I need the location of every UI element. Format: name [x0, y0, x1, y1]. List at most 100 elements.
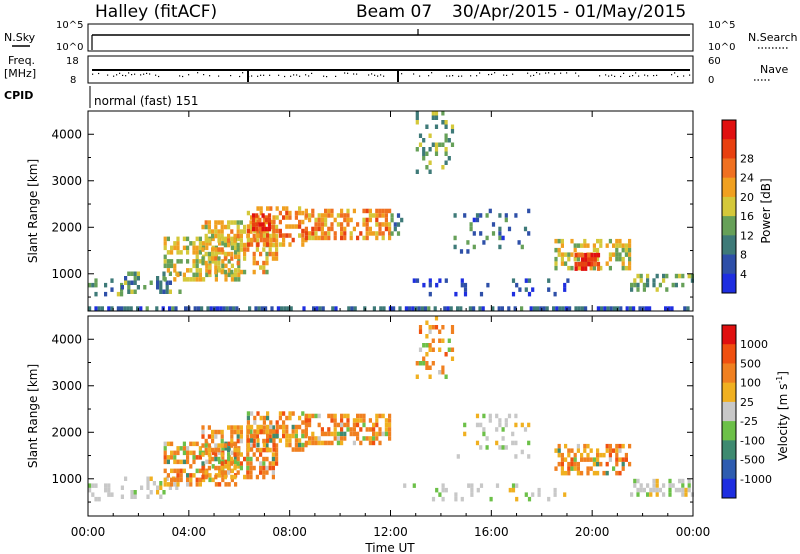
heatmap-cell	[378, 413, 382, 419]
nave-dot	[311, 72, 313, 74]
heatmap-cell	[460, 282, 464, 288]
heatmap-cell	[205, 263, 209, 269]
heatmap-cell	[166, 459, 170, 465]
heatmap-cell	[304, 226, 308, 232]
heatmap-cell	[123, 306, 127, 311]
heatmap-cell	[618, 443, 622, 449]
heatmap-cell	[262, 429, 266, 435]
heatmap-cell	[479, 483, 484, 488]
heatmap-cell	[182, 277, 186, 282]
heatmap-cell	[605, 243, 609, 248]
heatmap-cell	[365, 222, 369, 227]
heatmap-cell	[253, 237, 257, 243]
colorbar-frame	[721, 119, 737, 294]
heatmap-cell	[230, 229, 234, 234]
heatmap-cell	[372, 213, 376, 218]
heatmap-cell	[557, 461, 561, 467]
heatmap-cell	[236, 429, 240, 435]
heatmap-cell	[577, 261, 581, 267]
heatmap-cell	[615, 238, 619, 244]
heatmap-cell	[233, 233, 237, 239]
heatmap-cell	[415, 147, 419, 152]
heatmap-cell	[233, 425, 237, 430]
heatmap-cell	[246, 429, 250, 434]
heatmap-cell	[91, 483, 95, 488]
heatmap-cell	[593, 257, 597, 262]
heatmap-cell	[527, 208, 531, 214]
heatmap-cell	[275, 433, 279, 439]
heatmap-cell	[202, 277, 206, 282]
heatmap-cell	[237, 268, 241, 273]
colorbar-segment	[722, 344, 736, 364]
heatmap-cell	[237, 272, 241, 278]
heatmap-cell	[204, 474, 208, 480]
heatmap-cell	[441, 325, 445, 330]
heatmap-cell	[249, 224, 253, 230]
nave-dot	[131, 74, 133, 76]
heatmap-cell	[251, 213, 256, 218]
colorbar-tick-label: -25	[740, 415, 758, 428]
heatmap-cell	[259, 470, 263, 475]
heatmap-cell	[163, 254, 167, 260]
freq-tick-top: 18	[66, 56, 79, 67]
heatmap-cell	[252, 256, 256, 261]
heatmap-cell	[422, 282, 426, 288]
heatmap-cell	[415, 169, 419, 174]
heatmap-cell	[511, 487, 516, 493]
heatmap-cell	[250, 438, 254, 443]
heatmap-cell	[260, 306, 264, 311]
heatmap-cell	[308, 422, 312, 428]
heatmap-cell	[520, 306, 524, 311]
heatmap-cell	[454, 496, 458, 502]
nave-dot	[599, 75, 601, 77]
heatmap-cell	[592, 243, 596, 248]
nave-dot	[128, 72, 130, 74]
colorbar-segment	[722, 478, 736, 499]
heatmap-cell	[375, 431, 379, 437]
heatmap-cell	[498, 418, 502, 423]
heatmap-cell	[223, 256, 227, 261]
heatmap-cell	[412, 278, 416, 283]
heatmap-cell	[415, 111, 419, 116]
heatmap-cell	[162, 490, 166, 495]
heatmap-cell	[227, 461, 231, 466]
heatmap-cell	[560, 252, 564, 257]
heatmap-cell	[314, 235, 318, 241]
heatmap-cell	[255, 226, 259, 232]
heatmap-cell	[438, 492, 442, 497]
y-tick-label: 2000	[51, 425, 82, 439]
heatmap-cell	[179, 473, 183, 478]
heatmap-cell	[547, 496, 551, 502]
heatmap-cell	[554, 448, 558, 453]
heatmap-cell	[217, 429, 221, 435]
heatmap-cell	[176, 473, 180, 478]
heatmap-cell	[207, 238, 211, 243]
heatmap-cell	[237, 263, 241, 269]
heatmap-cell	[636, 487, 640, 493]
heatmap-cell	[618, 256, 622, 262]
heatmap-cell	[467, 483, 471, 488]
heatmap-cell	[511, 483, 516, 488]
heatmap-cell	[449, 306, 453, 311]
heatmap-cell	[491, 231, 496, 236]
heatmap-cell	[356, 431, 360, 437]
heatmap-cell	[233, 465, 237, 471]
heatmap-cell	[482, 427, 486, 432]
heatmap-cell	[453, 213, 457, 218]
heatmap-cell	[198, 259, 202, 264]
heatmap-cell	[266, 424, 270, 430]
heatmap-cell	[230, 272, 234, 278]
heatmap-cell	[668, 487, 672, 493]
heatmap-cell	[275, 228, 279, 234]
heatmap-cell	[633, 478, 637, 484]
cpid-text: normal (fast) 151	[94, 94, 198, 108]
heatmap-cell	[214, 465, 218, 471]
heatmap-cell	[602, 470, 606, 476]
heatmap-cell	[145, 306, 149, 311]
nave-dot	[179, 75, 181, 77]
heatmap-cell	[227, 470, 231, 475]
heatmap-cell	[239, 269, 243, 275]
heatmap-cell	[264, 306, 268, 311]
heatmap-cell	[372, 427, 376, 432]
heatmap-cell	[236, 452, 240, 457]
